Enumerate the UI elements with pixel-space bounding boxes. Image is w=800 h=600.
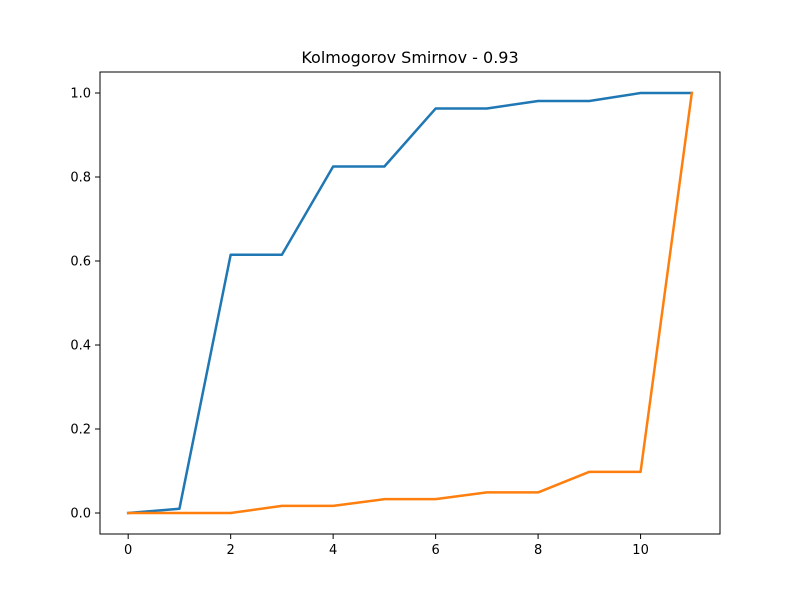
x-tick-label: 2 [227, 543, 235, 558]
x-tick-label: 6 [431, 543, 439, 558]
axes-frame [99, 71, 721, 535]
y-tick-label: 0.6 [70, 255, 91, 270]
plot-area [126, 91, 694, 515]
y-tick-label: 1.0 [70, 87, 91, 102]
y-tick-label: 0.4 [70, 339, 91, 354]
y-tick-label: 0.0 [70, 507, 91, 522]
x-tick-label: 8 [534, 543, 542, 558]
axes: 0 2 4 6 8 10 0.0 0.2 0.4 0.6 0.8 1.0 [70, 71, 721, 558]
chart-title: Kolmogorov Smirnov - 0.93 [301, 48, 518, 67]
series-line-2 [126, 91, 694, 515]
x-tick-label: 0 [124, 543, 132, 558]
y-tick-label: 0.8 [70, 171, 91, 186]
series-line-1 [126, 91, 694, 515]
x-tick-label: 4 [329, 543, 337, 558]
x-tick-label: 10 [632, 543, 649, 558]
y-tick-label: 0.2 [70, 423, 91, 438]
